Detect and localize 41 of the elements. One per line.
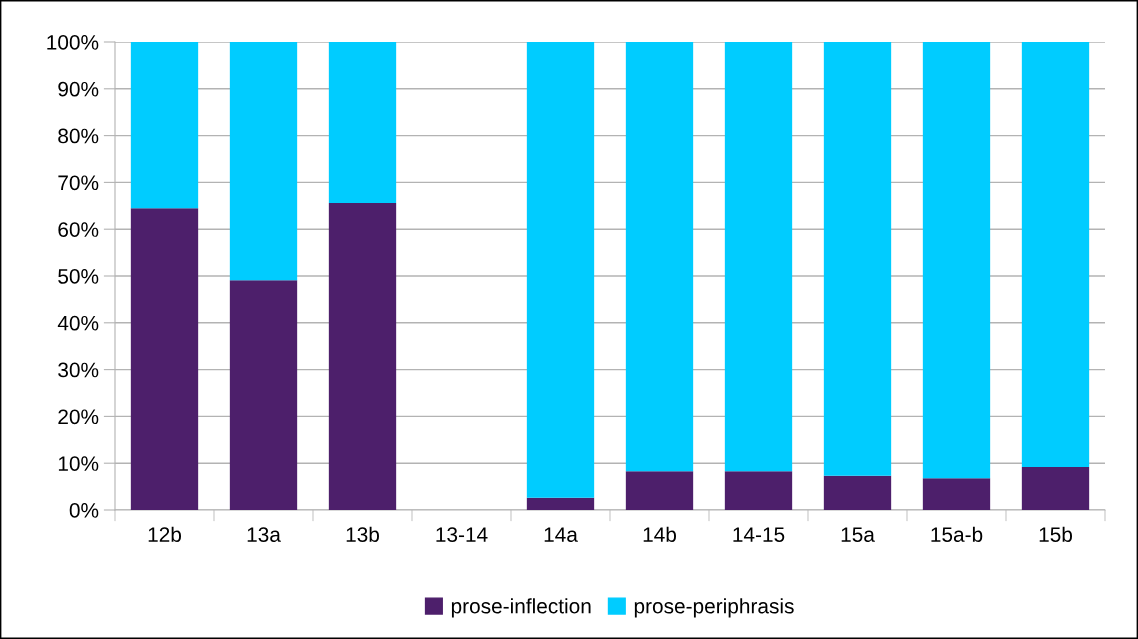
- bar: [328, 42, 397, 203]
- bar: [823, 475, 892, 510]
- x-tick-label: 12b: [148, 526, 182, 542]
- bar: [922, 42, 991, 479]
- x-tick-label: 15a-b: [931, 526, 983, 542]
- bar: [526, 42, 595, 498]
- bar: [130, 42, 199, 209]
- y-tick-label: 40%: [57, 315, 99, 331]
- bar: [229, 280, 298, 510]
- bar: [1021, 42, 1090, 467]
- y-tick-label: 50%: [58, 269, 99, 284]
- bar: [130, 208, 199, 510]
- bar: [625, 471, 694, 510]
- y-tick-label: 60%: [58, 222, 99, 237]
- x-tick-label: 13-14: [436, 527, 488, 542]
- y-tick-label: 20%: [58, 409, 99, 425]
- x-tick-label: 15a: [841, 527, 875, 542]
- x-tick-label: 13a: [247, 527, 281, 542]
- y-tick-label: 10%: [58, 456, 99, 471]
- bar: [724, 471, 793, 510]
- bar: [625, 42, 694, 472]
- bar: [229, 42, 298, 281]
- y-tick-label: 30%: [58, 362, 99, 378]
- x-tick-label: 14b: [643, 526, 677, 542]
- legend-label: prose-inflection: [451, 598, 591, 618]
- x-tick-label: 13b: [346, 526, 380, 542]
- bar: [823, 42, 892, 476]
- y-tick-label: 0%: [69, 503, 99, 518]
- y-tick-label: 90%: [58, 81, 99, 97]
- x-tick-label: 15b: [1039, 526, 1073, 542]
- y-tick-label: 80%: [58, 128, 99, 144]
- bar: [1021, 466, 1090, 510]
- legend-label: prose-periphrasis: [634, 598, 794, 618]
- bar: [328, 202, 397, 510]
- x-tick-label: 14-15: [733, 527, 785, 542]
- y-tick-label: 70%: [58, 175, 99, 191]
- bar: [526, 497, 595, 510]
- bar: [922, 478, 991, 510]
- y-tick-label: 100%: [47, 35, 99, 50]
- x-tick-label: 14a: [544, 527, 578, 542]
- bar: [724, 42, 793, 472]
